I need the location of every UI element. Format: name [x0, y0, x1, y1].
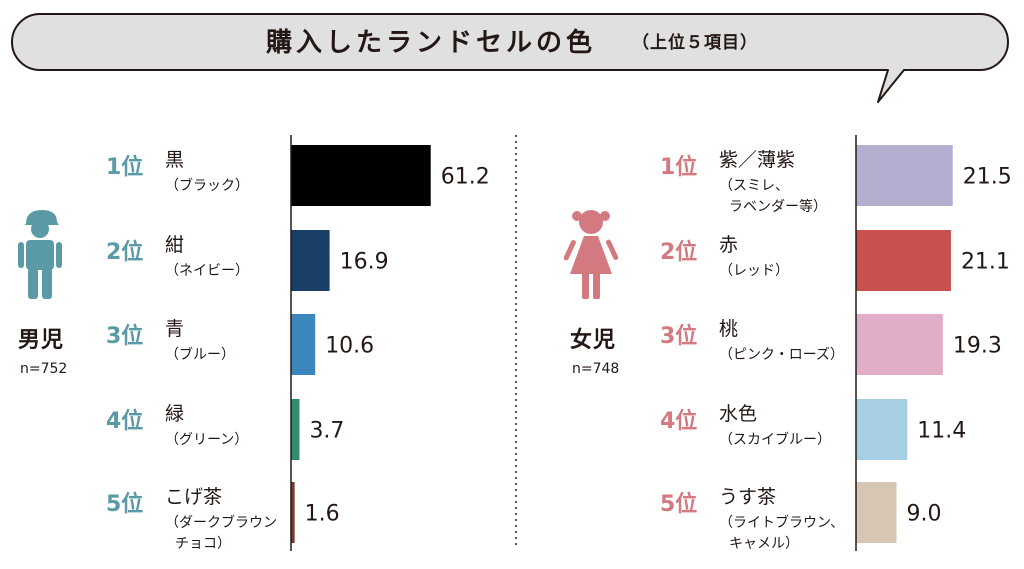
female-bar: [856, 314, 943, 375]
female-bar-chart: 1位 紫／薄紫 （スミレ、ラベンダー等） 21.5 2位 赤 （レッド） 21.1 3位 桃 （ピン…: [660, 135, 1012, 552]
male-group-label: 男児: [18, 328, 65, 353]
male-bar: [291, 230, 330, 291]
male-rank-label: 1位: [106, 154, 143, 180]
female-rank-label: 1位: [660, 154, 697, 180]
male-rank-label: 4位: [106, 408, 143, 434]
female-category-sublabel: キャメル）: [729, 536, 799, 552]
female-value-label: 11.4: [917, 419, 966, 444]
female-rank-label: 4位: [660, 408, 697, 434]
female-category-sublabel: （ピンク・ローズ）: [719, 347, 844, 363]
male-value-label: 16.9: [340, 250, 389, 275]
male-category-sublabel: （ダークブラウン: [165, 514, 277, 531]
male-category-sublabel: （ブラック）: [165, 177, 249, 194]
male-rank-label: 5位: [106, 491, 143, 517]
male-category-label: 青: [165, 318, 184, 340]
male-category-sublabel: チョコ）: [175, 536, 231, 552]
girl-figure-icon: [563, 210, 619, 299]
female-category-label: 水色: [719, 403, 757, 425]
chart-title-block: 購入したランドセルの色 （上位５項目）: [0, 14, 1024, 66]
female-category-label: 桃: [719, 318, 738, 340]
female-bar: [856, 145, 953, 206]
male-rank-label: 2位: [106, 239, 143, 265]
female-rank-label: 3位: [660, 323, 697, 349]
female-category-sublabel: （スミレ、: [719, 178, 789, 194]
female-bar: [856, 230, 951, 291]
male-value-label: 61.2: [441, 165, 490, 190]
male-category-label: 黒: [165, 149, 184, 171]
male-sample-size: n=752: [20, 361, 68, 377]
male-category-label: 緑: [165, 403, 184, 425]
female-value-label: 19.3: [953, 334, 1002, 359]
male-bar: [291, 314, 316, 375]
male-value-label: 3.7: [309, 419, 344, 444]
male-bar: [291, 482, 295, 543]
male-category-label: こげ茶: [165, 486, 222, 508]
female-sample-size: n=748: [572, 361, 620, 377]
title-banner: [11, 13, 1009, 103]
male-rank-label: 3位: [106, 323, 143, 349]
female-category-sublabel: （ライトブラウン、: [719, 514, 844, 531]
female-category-label: うす茶: [719, 486, 776, 508]
male-bar: [291, 399, 300, 460]
male-value-label: 10.6: [325, 334, 374, 359]
female-value-label: 21.5: [963, 165, 1012, 190]
female-category-sublabel: （スカイブルー）: [719, 431, 831, 448]
female-rank-label: 5位: [660, 491, 697, 517]
male-category-label: 紺: [165, 234, 184, 256]
male-category-sublabel: （グリーン）: [165, 432, 248, 448]
chart-subtitle: （上位５項目）: [632, 32, 758, 53]
female-bar: [856, 399, 908, 460]
male-bar: [291, 145, 431, 206]
female-category-label: 赤: [719, 234, 738, 256]
female-category-sublabel: ラベンダー等）: [729, 198, 827, 215]
female-group-label: 女児: [570, 328, 617, 353]
male-bar-chart: 1位 黒 （ブラック） 61.2 2位 紺 （ネイビー） 16.9 3位 青 （ブルー） 10.6 4位…: [106, 135, 490, 552]
female-value-label: 9.0: [907, 502, 942, 527]
male-value-label: 1.6: [305, 502, 340, 527]
female-rank-label: 2位: [660, 239, 697, 265]
female-category-sublabel: （レッド）: [719, 263, 789, 279]
female-bar: [856, 482, 897, 543]
female-category-label: 紫／薄紫: [719, 149, 795, 171]
female-value-label: 21.1: [961, 250, 1010, 275]
male-category-sublabel: （ブルー）: [165, 346, 235, 363]
male-category-sublabel: （ネイビー）: [165, 263, 249, 279]
chart-title: 購入したランドセルの色: [265, 27, 596, 58]
boy-figure-icon: [18, 210, 62, 299]
